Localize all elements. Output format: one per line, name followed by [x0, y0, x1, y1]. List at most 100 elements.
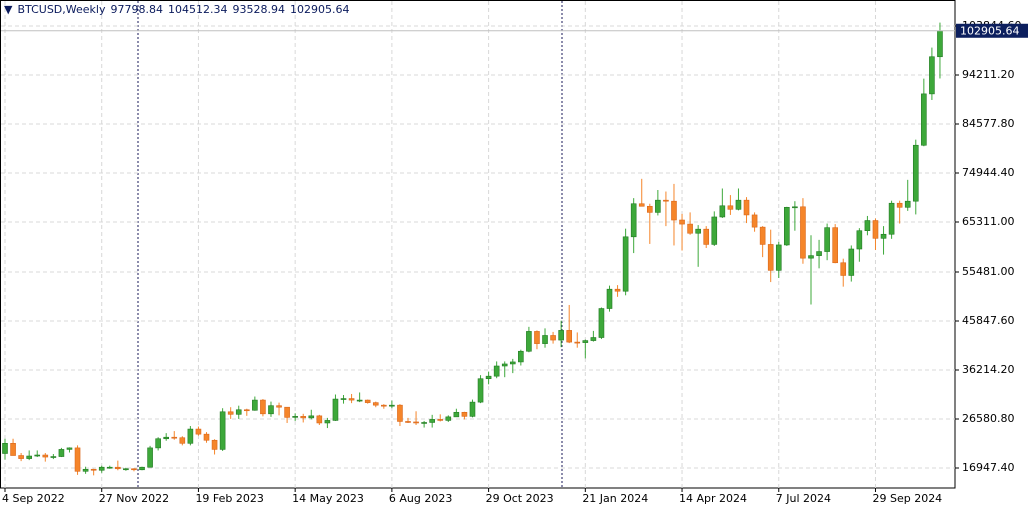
candle-body [542, 335, 548, 344]
candle-body [203, 433, 210, 441]
candle-body [784, 207, 790, 246]
candle-body [381, 404, 387, 407]
candle-body [832, 227, 838, 264]
candle-body [663, 199, 669, 202]
candle-body [558, 330, 564, 341]
candle-body [534, 331, 540, 344]
candle-body [244, 409, 250, 412]
candle-body [58, 449, 65, 457]
candle-body [775, 244, 782, 271]
x-tick-label: 27 Nov 2022 [99, 492, 169, 505]
candle-body [18, 455, 24, 459]
candle-body [123, 468, 129, 471]
candle-body [929, 56, 935, 95]
candle-body [26, 455, 32, 459]
candle-body [792, 206, 798, 209]
candle-body [195, 428, 202, 435]
candle-body [106, 466, 113, 469]
y-tick-label: 84577.80 [962, 117, 1015, 130]
x-tick-label: 29 Oct 2023 [486, 492, 554, 505]
candle-body [800, 206, 806, 259]
candle-body [872, 220, 879, 239]
candle-body [90, 468, 97, 471]
candle-body [235, 409, 242, 415]
candle-body [219, 411, 226, 450]
header-low: 93528.94 [232, 3, 285, 16]
candle-body [356, 399, 363, 402]
y-tick-label: 55481.00 [962, 265, 1015, 278]
candle-body [630, 203, 637, 238]
candle-body [421, 422, 427, 424]
y-tick-label: 45847.60 [962, 314, 1015, 327]
candle-body [735, 199, 742, 210]
y-tick-label: 74944.40 [962, 166, 1015, 179]
candle-body [364, 399, 371, 403]
candle-body [187, 428, 194, 444]
candle-body [171, 436, 178, 439]
x-tick-label: 6 Aug 2023 [389, 492, 452, 505]
candle-body [687, 223, 693, 234]
candle-body [50, 456, 57, 458]
candle-body [469, 401, 476, 417]
candle-body [856, 230, 863, 250]
candle-body [2, 443, 8, 454]
candle-body [405, 421, 411, 423]
candle-body [904, 200, 911, 208]
candle-body [518, 350, 524, 363]
candle-body [606, 288, 613, 309]
candle-body [276, 405, 282, 408]
y-tick-label: 65311.00 [962, 215, 1015, 228]
price-label-box [956, 23, 1028, 38]
y-tick-label: 26580.80 [962, 412, 1015, 425]
candle-body [896, 202, 903, 208]
candle-body [646, 205, 653, 213]
candle-body [808, 255, 814, 259]
candle-body [340, 398, 347, 400]
candle-body [526, 331, 532, 352]
candle-body [453, 411, 460, 418]
x-tick-label: 19 Feb 2023 [195, 492, 263, 505]
candle-body [711, 216, 718, 245]
candle-body [461, 411, 468, 417]
candle-body [767, 244, 774, 271]
candle-body [727, 205, 734, 210]
candle-body [888, 202, 895, 235]
x-tick-label: 4 Sep 2022 [2, 492, 65, 505]
candle-body [437, 419, 444, 421]
candle-body [10, 443, 16, 456]
y-tick-label: 94211.20 [962, 68, 1015, 81]
candle-body [445, 416, 452, 421]
candle-body [477, 378, 484, 403]
candle-body [348, 398, 355, 401]
candle-body [751, 214, 758, 228]
candle-body [864, 220, 871, 231]
candle-body [42, 454, 49, 458]
candle-body [179, 437, 186, 444]
candle-body [155, 438, 161, 449]
candle-body [848, 248, 855, 276]
candle-body [622, 236, 629, 292]
x-tick-label: 14 May 2023 [292, 492, 364, 505]
candle-body [719, 205, 726, 218]
candle-body [743, 199, 750, 216]
candle-body [429, 419, 435, 423]
candle-body [316, 415, 323, 424]
candle-body [921, 93, 927, 146]
candle-body [912, 144, 919, 202]
candle-body [880, 233, 887, 239]
candle-body [493, 365, 500, 377]
x-tick-label: 14 Apr 2024 [679, 492, 747, 505]
candle-body [824, 227, 830, 252]
candle-body [671, 200, 677, 221]
candle-body [211, 439, 218, 450]
header-open: 97798.84 [110, 3, 163, 16]
x-tick-label: 21 Jan 2024 [582, 492, 648, 505]
candle-body [937, 30, 943, 58]
candle-body [227, 411, 234, 415]
candle-body [82, 468, 89, 472]
candle-body [840, 262, 847, 276]
chart-header: ▼ BTCUSD,Weekly 97798.84 104512.34 93528.94 1… [4, 3, 354, 16]
candle-body [598, 308, 605, 338]
